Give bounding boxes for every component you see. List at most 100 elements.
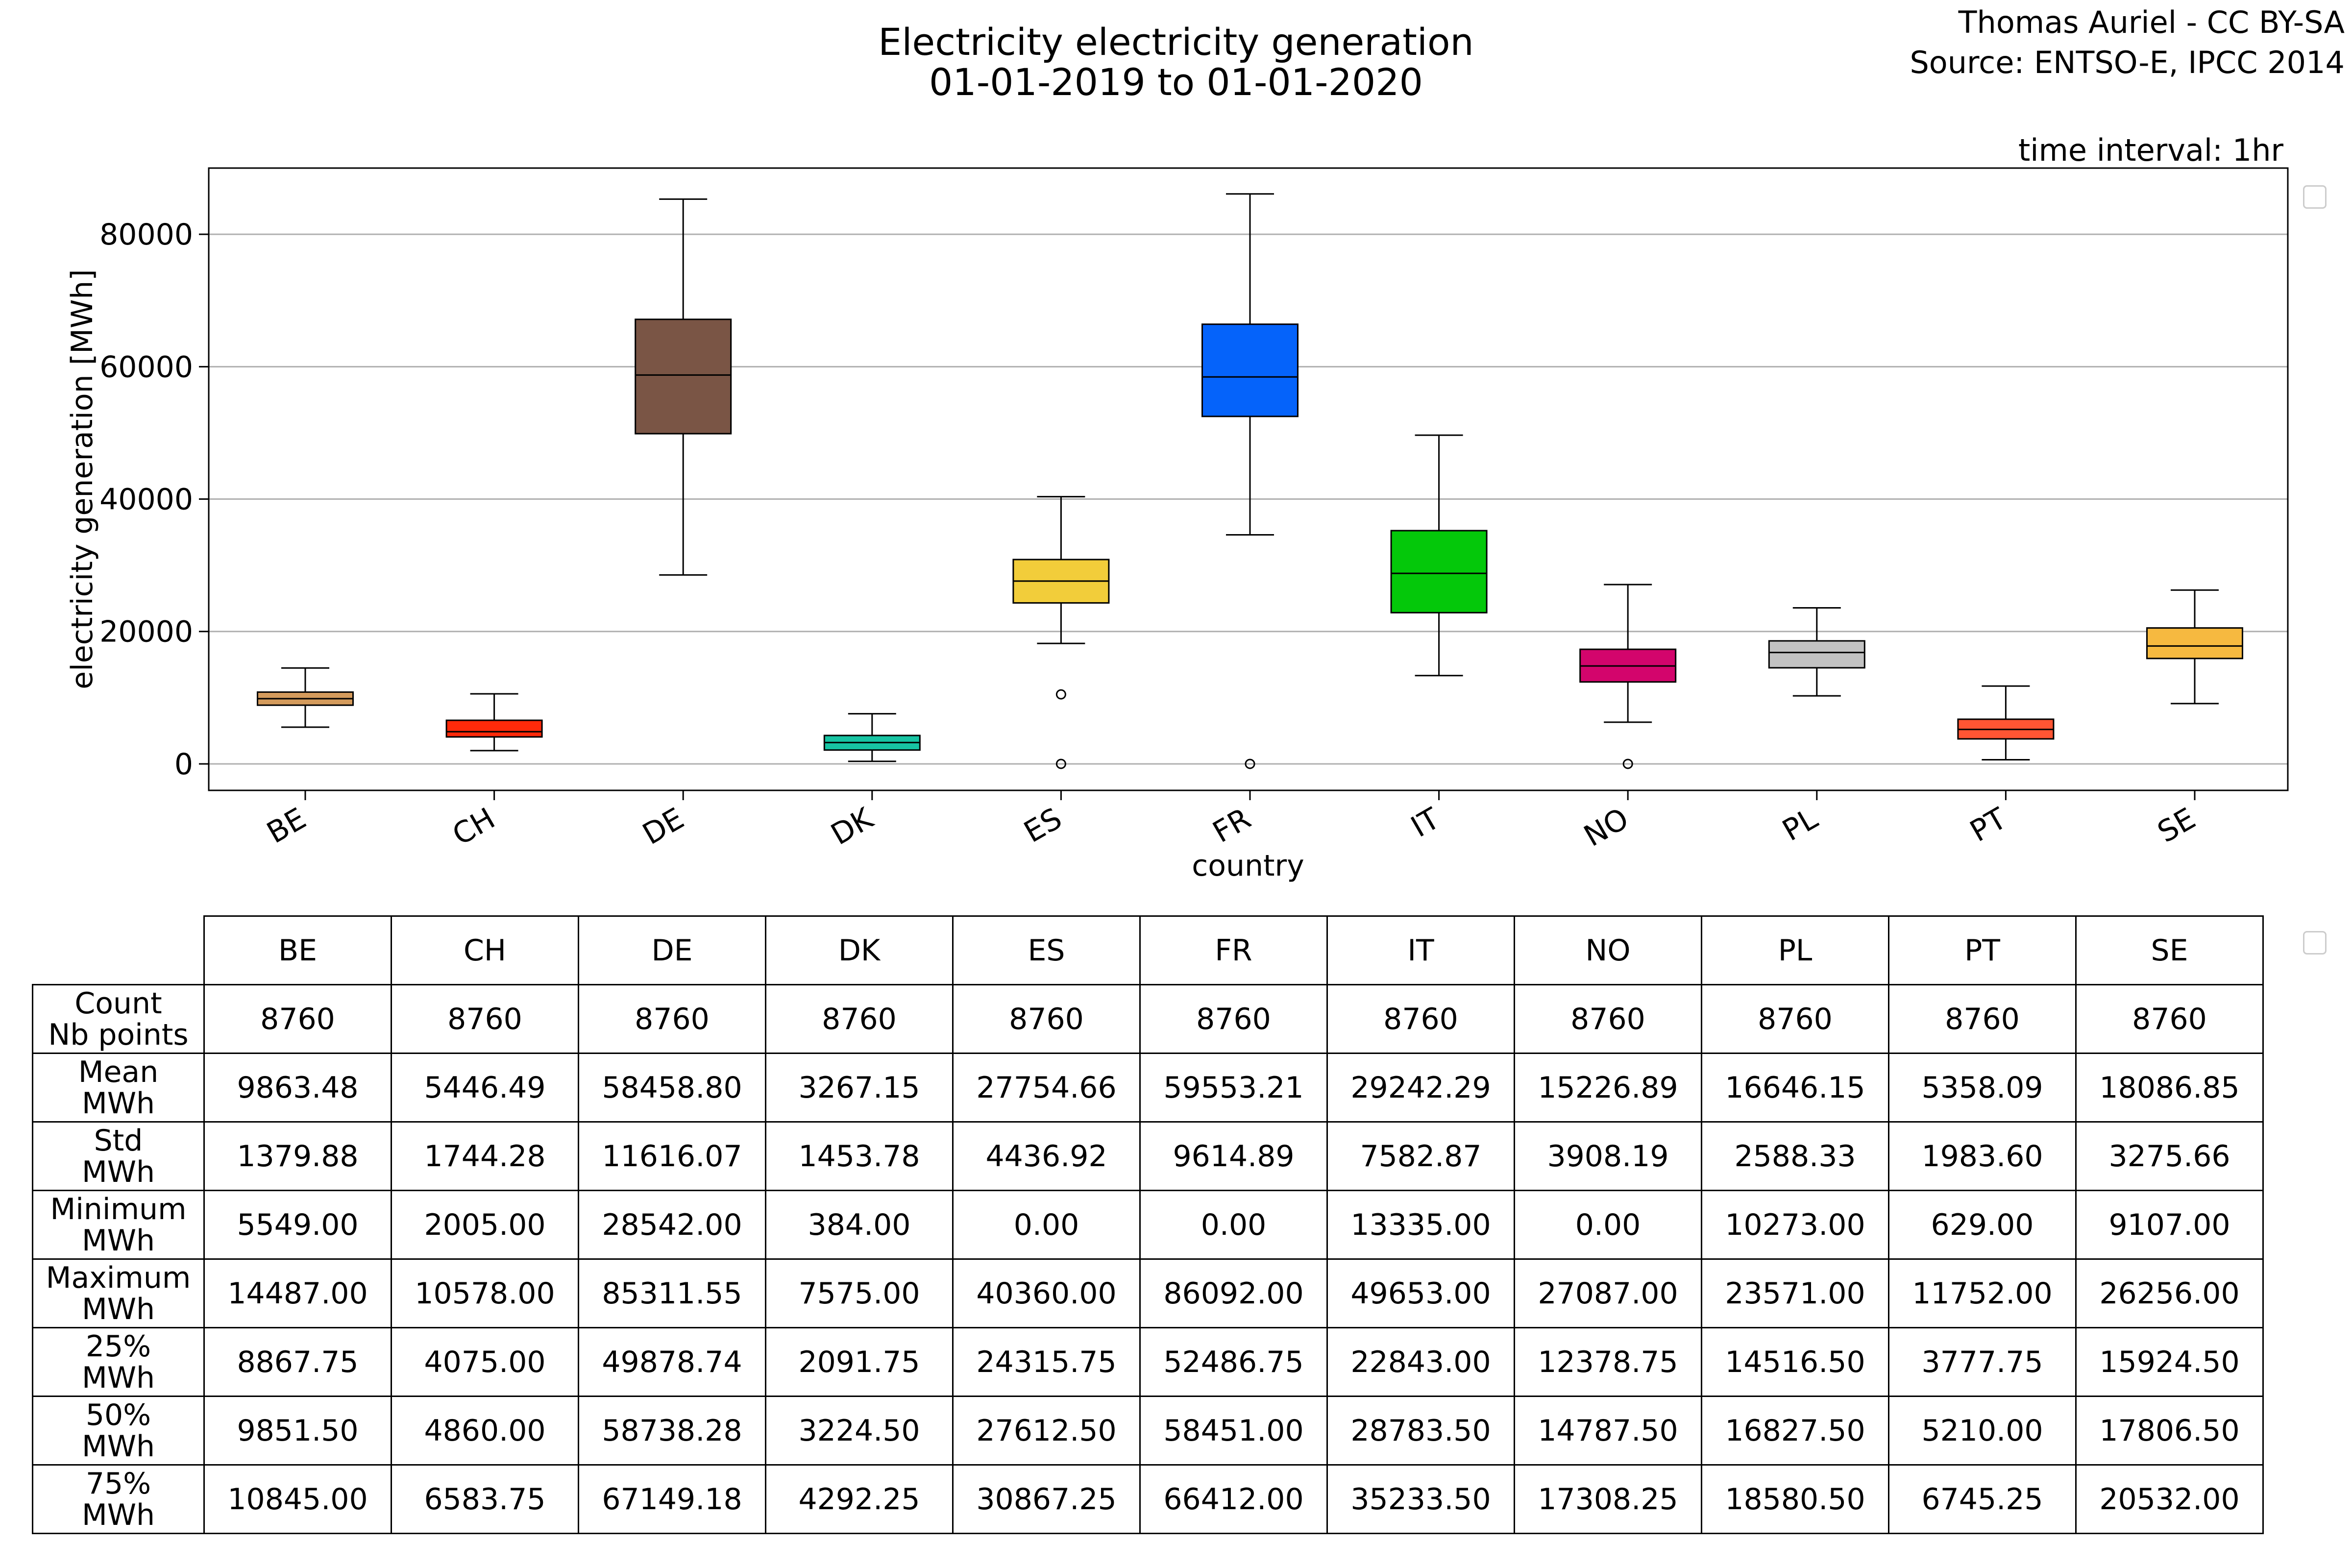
table-cell: 8760 xyxy=(765,984,954,1054)
table-cell: 10273.00 xyxy=(1701,1190,1889,1260)
table-cell: 58451.00 xyxy=(1139,1396,1328,1466)
box-pt xyxy=(1957,685,2055,760)
y-tick-label: 80000 xyxy=(99,218,193,252)
box-series xyxy=(257,193,2243,769)
outlier-point xyxy=(1055,689,1066,700)
table-cell: 9851.50 xyxy=(203,1396,392,1466)
x-tick-label: NO xyxy=(1578,801,1635,854)
table-col-header: PT xyxy=(1888,915,2077,985)
table-cell: 49653.00 xyxy=(1326,1258,1515,1328)
table-cell: 16646.15 xyxy=(1701,1053,1889,1123)
table-col-header: BE xyxy=(203,915,392,985)
table-cell: 2588.33 xyxy=(1701,1121,1889,1191)
table-cell: 11616.07 xyxy=(578,1121,766,1191)
chart-title: Electricity electricity generation 01-01… xyxy=(878,20,1474,104)
table-cell: 17308.25 xyxy=(1514,1464,1702,1534)
table-cell: 8760 xyxy=(2075,984,2264,1054)
y-tick-label: 0 xyxy=(174,747,193,782)
box-dk xyxy=(823,713,921,762)
y-axis-ticks: 0 20000 40000 60000 80000 xyxy=(99,218,209,782)
table-col-header: IT xyxy=(1326,915,1515,985)
table-cell: 2091.75 xyxy=(765,1327,954,1397)
table-cell: 5358.09 xyxy=(1888,1053,2077,1123)
box-fr xyxy=(1201,193,1298,769)
table-col-header: ES xyxy=(952,915,1141,985)
box-ch xyxy=(445,693,543,752)
table-cell: 11752.00 xyxy=(1888,1258,2077,1328)
table-row-label: Minimum MWh xyxy=(32,1190,205,1260)
table-row: Mean MWh 9863.48 5446.49 58458.80 3267.15 277… xyxy=(32,1053,2264,1123)
table-cell: 22843.00 xyxy=(1326,1327,1515,1397)
table-cell: 58738.28 xyxy=(578,1396,766,1466)
iqr-box xyxy=(445,719,543,738)
table-cell: 24315.75 xyxy=(952,1327,1141,1397)
box-es xyxy=(1012,496,1110,769)
table-cell: 2005.00 xyxy=(391,1190,579,1260)
x-axis-label: country xyxy=(1192,849,1304,883)
table-cell: 10578.00 xyxy=(391,1258,579,1328)
table-cell: 0.00 xyxy=(1514,1190,1702,1260)
x-tick-label: IT xyxy=(1405,801,1446,844)
table-cell: 13335.00 xyxy=(1326,1190,1515,1260)
table-cell: 18086.85 xyxy=(2075,1053,2264,1123)
table-cell: 12378.75 xyxy=(1514,1327,1702,1397)
table-cell: 28542.00 xyxy=(578,1190,766,1260)
table-cell: 52486.75 xyxy=(1139,1327,1328,1397)
table-cell: 14487.00 xyxy=(203,1258,392,1328)
table-cell: 15226.89 xyxy=(1514,1053,1702,1123)
table-cell: 66412.00 xyxy=(1139,1464,1328,1534)
table-cell: 27612.50 xyxy=(952,1396,1141,1466)
table-cell: 17806.50 xyxy=(2075,1396,2264,1466)
table-cell: 3908.19 xyxy=(1514,1121,1702,1191)
box-be xyxy=(257,667,354,728)
y-tick-label: 40000 xyxy=(99,483,193,517)
iqr-box xyxy=(1390,530,1488,613)
iqr-box xyxy=(635,318,732,435)
x-tick-label: DE xyxy=(637,801,690,852)
table-col-header: SE xyxy=(2075,915,2264,985)
table-cell: 86092.00 xyxy=(1139,1258,1328,1328)
table-cell: 6583.75 xyxy=(391,1464,579,1534)
table-cell: 14787.50 xyxy=(1514,1396,1702,1466)
table-cell: 29242.29 xyxy=(1326,1053,1515,1123)
table-cell: 15924.50 xyxy=(2075,1327,2264,1397)
table-row-label: Maximum MWh xyxy=(32,1258,205,1328)
box-it xyxy=(1390,434,1488,677)
y-tick-label: 60000 xyxy=(99,350,193,384)
table-corner xyxy=(32,916,205,985)
table-cell: 40360.00 xyxy=(952,1258,1141,1328)
table-cell: 8760 xyxy=(1888,984,2077,1054)
table-cell: 16827.50 xyxy=(1701,1396,1889,1466)
table-row-label: 50% MWh xyxy=(32,1396,205,1466)
outlier-point xyxy=(1055,759,1066,769)
table-cell: 20532.00 xyxy=(2075,1464,2264,1534)
y-tick-label: 20000 xyxy=(99,615,193,649)
y-axis-label: electricity generation [MWh] xyxy=(65,269,99,689)
table-cell: 9863.48 xyxy=(203,1053,392,1123)
table-legend xyxy=(2303,931,2327,955)
table-cell: 6745.25 xyxy=(1888,1464,2077,1534)
table-cell: 629.00 xyxy=(1888,1190,2077,1260)
box-no xyxy=(1579,584,1677,769)
table-cell: 8760 xyxy=(1701,984,1889,1054)
plot-frame xyxy=(208,167,2289,791)
table-cell: 27087.00 xyxy=(1514,1258,1702,1328)
grid-lines xyxy=(209,233,2288,765)
table-cell: 3777.75 xyxy=(1888,1327,2077,1397)
boxplot-chart: 0 20000 40000 60000 80000 BE CH DE DK ES FR IT NO PL… xyxy=(65,167,2289,883)
table-cell: 8760 xyxy=(578,984,766,1054)
table-row-label: Mean MWh xyxy=(32,1053,205,1123)
outlier-point xyxy=(1245,759,1255,769)
table-cell: 23571.00 xyxy=(1701,1258,1889,1328)
table-cell: 27754.66 xyxy=(952,1053,1141,1123)
table-cell: 1983.60 xyxy=(1888,1121,2077,1191)
table-cell: 58458.80 xyxy=(578,1053,766,1123)
table-cell: 1453.78 xyxy=(765,1121,954,1191)
table-cell: 18580.50 xyxy=(1701,1464,1889,1534)
table-cell: 7575.00 xyxy=(765,1258,954,1328)
table-row-label: 25% MWh xyxy=(32,1327,205,1397)
table-cell: 4075.00 xyxy=(391,1327,579,1397)
table-cell: 0.00 xyxy=(1139,1190,1328,1260)
table-cell: 85311.55 xyxy=(578,1258,766,1328)
x-tick-label: SE xyxy=(2152,801,2202,850)
